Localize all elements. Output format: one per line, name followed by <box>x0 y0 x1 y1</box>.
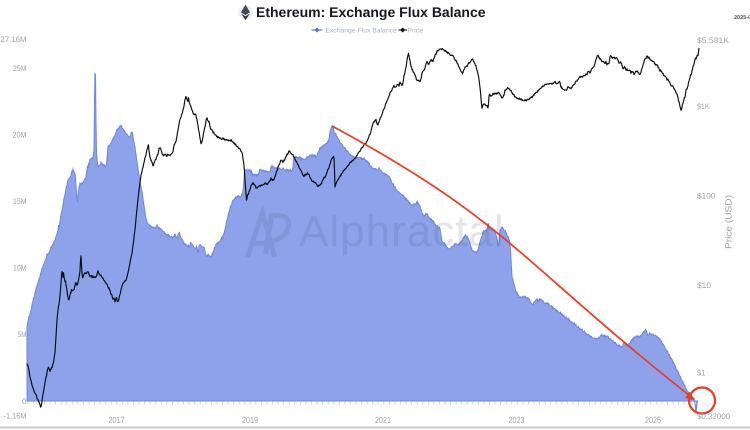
svg-text:$100: $100 <box>697 191 716 200</box>
svg-text:$10: $10 <box>697 281 712 290</box>
svg-text:25M: 25M <box>13 64 27 73</box>
svg-text:2023: 2023 <box>509 415 525 425</box>
svg-text:$1K: $1K <box>697 102 710 111</box>
svg-text:27.16M: 27.16M <box>1 35 27 44</box>
svg-text:0: 0 <box>22 397 27 406</box>
svg-text:5M: 5M <box>18 330 27 339</box>
svg-text:2017: 2017 <box>109 415 125 425</box>
svg-text:Ethereum: Exchange Flux Balanc: Ethereum: Exchange Flux Balance <box>256 4 486 20</box>
svg-text:Price (USD): Price (USD) <box>724 195 734 249</box>
svg-text:Alphractal: Alphractal <box>299 207 505 256</box>
svg-text:$1: $1 <box>697 369 706 378</box>
svg-text:2025: 2025 <box>645 415 661 425</box>
svg-text:$5.581K: $5.581K <box>697 36 730 45</box>
svg-text:20M: 20M <box>13 130 27 139</box>
svg-text:2019: 2019 <box>242 415 258 425</box>
svg-text:$0.32000: $0.32000 <box>697 412 731 421</box>
svg-text:Exchange Flux Balance: Exchange Flux Balance <box>325 27 397 34</box>
svg-text:-1.16M: -1.16M <box>4 411 27 420</box>
svg-text:10M: 10M <box>13 264 27 273</box>
svg-text:2021: 2021 <box>375 415 391 425</box>
svg-text:15M: 15M <box>13 197 27 206</box>
svg-text:Price: Price <box>408 27 424 34</box>
svg-text:2025-09: 2025-09 <box>734 15 750 21</box>
